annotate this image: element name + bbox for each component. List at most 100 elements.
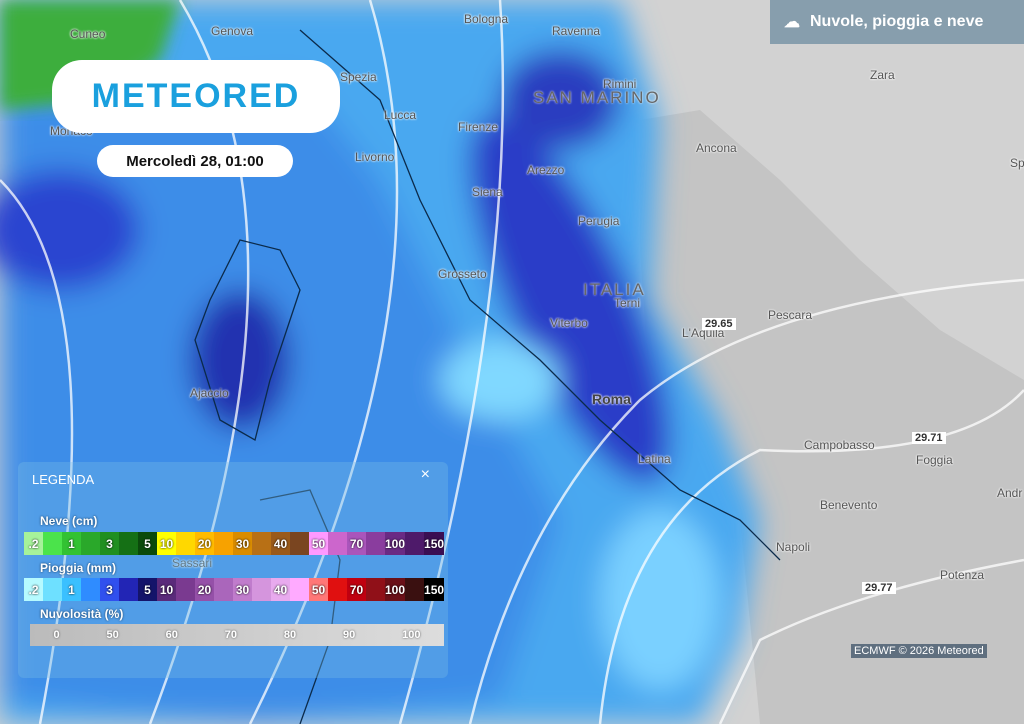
city-label: Zara xyxy=(870,68,895,82)
rain-scale-cell: 50 xyxy=(309,578,328,601)
rain-scale-cell xyxy=(81,578,100,601)
snow-scale-cell: 70 xyxy=(347,532,366,555)
city-label: Arezzo xyxy=(527,163,565,177)
rain-label: Pioggia (mm) xyxy=(40,561,117,575)
rain-scale-cell xyxy=(405,578,425,601)
cloud-scale: 0 50 60 70 80 90 100 xyxy=(30,624,444,646)
snow-scale-cell xyxy=(328,532,347,555)
snow-scale-cell: 100 xyxy=(385,532,406,555)
city-label: Grosseto xyxy=(438,267,487,281)
rain-scale-cell: .2 xyxy=(24,578,43,601)
city-label: Sp xyxy=(1010,156,1024,170)
land-italy xyxy=(640,110,1024,724)
snow-scale-cell: 150 xyxy=(424,532,445,555)
isobar-label: 29.77 xyxy=(862,582,896,594)
city-label: Ancona xyxy=(696,141,737,155)
credit: ECMWF © 2026 Meteored xyxy=(851,644,987,658)
cloud-scale-tick: 50 xyxy=(106,629,119,641)
snow-scale-cell: 30 xyxy=(233,532,252,555)
city-label: Rimini xyxy=(603,77,637,91)
snow-scale-cell xyxy=(405,532,425,555)
city-label: Genova xyxy=(211,24,254,38)
cloud-rain-snow-icon: ☁ xyxy=(784,14,800,31)
snow-scale-cell: 40 xyxy=(271,532,290,555)
snow-scale-cell xyxy=(43,532,62,555)
snow-scale-cell: .2 xyxy=(24,532,43,555)
rain-scale-cell xyxy=(176,578,195,601)
snow-scale: .2 1 3 5 10 20 30 40 50 70 100 150 xyxy=(24,532,445,555)
rain-scale-cell: 100 xyxy=(385,578,406,601)
rain-scale-cell: 20 xyxy=(195,578,214,601)
city-label: Cuneo xyxy=(70,27,106,41)
city-label: Perugia xyxy=(578,214,620,228)
rain-scale-cell xyxy=(43,578,62,601)
isobar-label: 29.65 xyxy=(702,318,736,330)
city-label: Terni xyxy=(614,296,641,310)
rain-scale-cell: 10 xyxy=(157,578,176,601)
cloud-scale-tick: 60 xyxy=(165,629,178,641)
snow-scale-cell xyxy=(214,532,233,555)
city-label: Spezia xyxy=(340,70,377,84)
rain-scale-cell xyxy=(119,578,138,601)
snow-area xyxy=(0,0,180,110)
rain-scale-cell: 150 xyxy=(424,578,445,601)
layer-title: Nuvole, pioggia e neve xyxy=(810,13,984,30)
snow-scale-cell xyxy=(176,532,195,555)
city-label: Sassari xyxy=(172,556,213,570)
cloud-scale-tick: 100 xyxy=(402,629,421,641)
snow-label: Neve (cm) xyxy=(40,514,98,528)
snow-scale-cell: 3 xyxy=(100,532,119,555)
rain-scale-cell: 5 xyxy=(138,578,157,601)
city-label: Foggia xyxy=(916,453,953,467)
rain-scale-cell xyxy=(366,578,385,601)
snow-scale-cell: 50 xyxy=(309,532,328,555)
city-label: Napoli xyxy=(776,540,811,554)
city-label: Viterbo xyxy=(550,316,588,330)
snow-scale-cell xyxy=(290,532,309,555)
snow-scale-cell xyxy=(81,532,100,555)
layer-title-bar[interactable]: ☁ Nuvole, pioggia e neve xyxy=(770,0,1024,44)
rain-scale-cell: 70 xyxy=(347,578,366,601)
forecast-time[interactable]: Mercoledì 28, 01:00 xyxy=(97,145,293,177)
snow-scale-cell xyxy=(119,532,138,555)
city-label: Siena xyxy=(472,185,503,199)
rain-scale-cell: 1 xyxy=(62,578,81,601)
meteored-logo[interactable]: METEORED xyxy=(52,60,340,133)
city-label: Bologna xyxy=(464,12,509,26)
rain-scale: .2 1 3 5 10 20 30 40 50 70 100 150 xyxy=(24,578,445,601)
cloud-scale-tick: 70 xyxy=(224,629,237,641)
city-label: Ravenna xyxy=(552,24,601,38)
snow-scale-cell xyxy=(366,532,385,555)
legend-close-button[interactable]: × xyxy=(420,466,430,483)
cloud-label: Nuvolosità (%) xyxy=(40,607,124,621)
snow-scale-cell: 20 xyxy=(195,532,214,555)
city-label: Lucca xyxy=(384,108,417,122)
snow-scale-cell xyxy=(252,532,271,555)
region-label: ITALIA xyxy=(583,280,646,299)
rain-scale-cell xyxy=(328,578,347,601)
legend-title: LEGENDA xyxy=(32,472,95,487)
cloud-scale-tick: 0 xyxy=(53,629,60,641)
snow-scale-cell: 5 xyxy=(138,532,157,555)
rain-scale-cell xyxy=(214,578,233,601)
rain-scale-cell: 40 xyxy=(271,578,290,601)
snow-scale-cell: 10 xyxy=(157,532,176,555)
snow-scale-cell: 1 xyxy=(62,532,81,555)
rain-scale-cell: 3 xyxy=(100,578,119,601)
rain-scale-cell xyxy=(252,578,271,601)
city-label: Andr xyxy=(997,486,1023,500)
city-label: Latina xyxy=(638,452,671,466)
logo-text: METEORED xyxy=(91,77,301,115)
city-label: Benevento xyxy=(820,498,878,512)
rain-scale-cell: 30 xyxy=(233,578,252,601)
city-label: Campobasso xyxy=(804,438,875,452)
city-label: Ajaccio xyxy=(190,386,229,400)
city-label: Livorno xyxy=(355,150,395,164)
city-label: Potenza xyxy=(940,568,985,582)
region-label: SAN MARINO xyxy=(533,88,661,107)
rain-scale-cell xyxy=(290,578,309,601)
city-label: Firenze xyxy=(458,120,499,134)
cloud-scale-tick: 90 xyxy=(343,629,356,641)
coastlines xyxy=(194,29,781,724)
